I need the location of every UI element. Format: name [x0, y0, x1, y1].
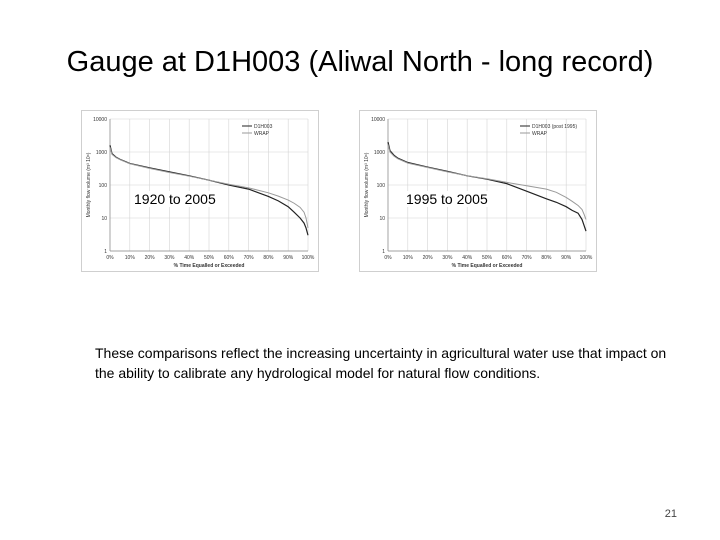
- x-tick-label: 50%: [204, 255, 215, 261]
- y-tick-label: 1000: [96, 150, 107, 156]
- x-tick-label: 30%: [442, 255, 453, 261]
- y-axis-label: Monthly flow volume (m³ 10⁶): [364, 152, 370, 217]
- x-tick-label: 50%: [482, 255, 493, 261]
- chart-1920-2005: 10000 1000 100 10 1 0% 10% 20% 30% 40% 50% 60% 70% 80…: [81, 110, 319, 272]
- y-tick-label: 1: [104, 249, 107, 255]
- x-tick-label: 10%: [403, 255, 414, 261]
- x-tick-label: 10%: [125, 255, 136, 261]
- x-axis-label: % Time Equalled or Exceeded: [452, 263, 523, 269]
- y-tick-label: 10000: [93, 117, 107, 123]
- series-line: [387, 141, 587, 232]
- x-tick-label: 20%: [423, 255, 434, 261]
- y-axis-label: Monthly flow volume (m³ 10⁶): [86, 152, 92, 217]
- x-axis-label: % Time Equalled or Exceeded: [174, 263, 245, 269]
- x-tick-label: 80%: [541, 255, 552, 261]
- y-tick-label: 100: [377, 183, 386, 189]
- chart-caption: 1920 to 2005: [134, 191, 216, 207]
- legend-label: D1H003 (post 1995): [532, 124, 577, 130]
- legend-label: WRAP: [254, 131, 270, 137]
- y-tick-label: 10000: [371, 117, 385, 123]
- y-tick-label: 100: [99, 183, 108, 189]
- y-tick-label: 10: [101, 216, 107, 222]
- chart-svg-1995-2005: 10000 1000 100 10 10% 10% 20% 30% 40% 50% 60% 70% 80…: [364, 117, 593, 269]
- series-line: [109, 147, 309, 229]
- slide-title: Gauge at D1H003 (Aliwal North - long rec…: [66, 46, 654, 78]
- x-tick-label: 70%: [522, 255, 533, 261]
- series-line: [387, 144, 587, 220]
- y-tick-label: 1000: [374, 150, 385, 156]
- x-tick-label: 20%: [145, 255, 156, 261]
- x-tick-label: 40%: [462, 255, 473, 261]
- x-tick-label: 90%: [561, 255, 572, 261]
- page-number: 21: [664, 508, 677, 520]
- x-tick-label: 40%: [184, 255, 195, 261]
- x-tick-label: 100%: [580, 255, 593, 261]
- x-tick-label: 0%: [106, 255, 114, 261]
- x-tick-label: 60%: [502, 255, 513, 261]
- x-tick-label: 90%: [283, 255, 294, 261]
- y-tick-label: 10: [379, 216, 385, 222]
- legend-label: WRAP: [532, 131, 548, 137]
- legend-label: D1H003: [254, 124, 273, 130]
- x-tick-label: 0%: [384, 255, 392, 261]
- chart-caption: 1995 to 2005: [406, 191, 488, 207]
- x-tick-label: 100%: [302, 255, 315, 261]
- chart-1995-2005: 10000 1000 100 10 1 0% 10% 20% 30% 40% 50% 60% 70% 80…: [359, 110, 597, 272]
- x-tick-label: 60%: [224, 255, 235, 261]
- y-tick-label: 1: [382, 249, 385, 255]
- x-tick-label: 30%: [164, 255, 175, 261]
- x-tick-label: 70%: [244, 255, 255, 261]
- body-text: These comparisons reflect the increasing…: [95, 345, 667, 381]
- x-tick-label: 80%: [263, 255, 274, 261]
- chart-svg-1920-2005: 10000 1000 100 10 10% 10% 20% 30% 40% 50% 60% 70% 80…: [86, 117, 315, 269]
